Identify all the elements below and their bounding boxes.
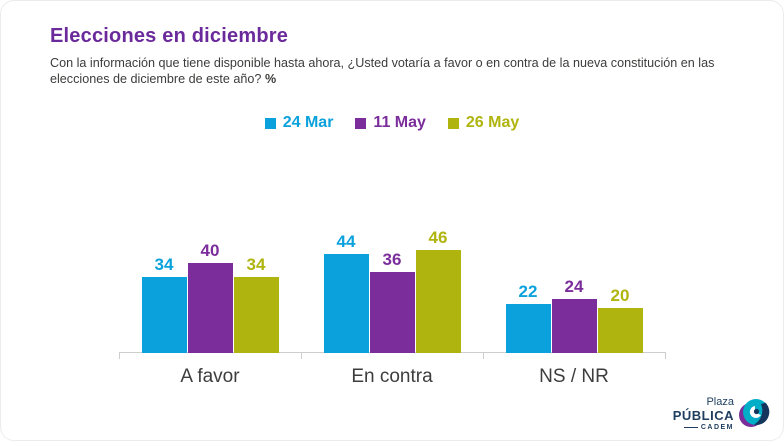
legend-label: 26 May <box>465 114 520 131</box>
legend-swatch-icon <box>264 117 276 129</box>
logo-line-publica: PÚBLICA <box>672 408 734 423</box>
logo-line-cadem: CADEM <box>673 424 734 431</box>
legend-swatch-icon <box>355 117 367 129</box>
bar-group-2: 44 36 46 <box>323 228 461 353</box>
axis-tick <box>301 353 302 359</box>
bar: 44 <box>323 232 369 353</box>
logo-text: Plaza PÚBLICA CADEM <box>672 396 734 432</box>
bar: 24 <box>551 277 597 353</box>
bar-value-label: 46 <box>428 227 448 247</box>
legend-swatch-icon <box>447 117 459 129</box>
legend-item-26-may: 26 May <box>447 114 520 132</box>
bar: 34 <box>141 255 187 353</box>
chart-legend: 24 Mar 11 May 26 May <box>1 114 783 132</box>
page-title: Elecciones en diciembre <box>50 25 289 47</box>
axis-tick <box>119 353 120 359</box>
legend-item-24-mar: 24 Mar <box>264 114 334 132</box>
bar-group-3: 22 24 20 <box>505 277 643 353</box>
category-label: A favor <box>180 366 240 387</box>
axis-tick <box>483 353 484 359</box>
bar: 36 <box>369 250 415 353</box>
bar: 22 <box>505 282 551 353</box>
chart-subtitle: Con la información que tiene disponible … <box>50 55 750 87</box>
bar-value-label: 34 <box>246 254 266 274</box>
subtitle-line1: Con la información que tiene disponible … <box>50 56 678 70</box>
logo-cadem-label: CADEM <box>700 424 734 431</box>
category-label: NS / NR <box>539 366 609 387</box>
logo-dash <box>683 427 698 428</box>
bar-value-label: 22 <box>518 281 538 301</box>
legend-label: 24 Mar <box>282 114 334 131</box>
legend-item-11-may: 11 May <box>355 114 426 132</box>
logo-line-plaza: Plaza <box>706 396 734 408</box>
category-label: En contra <box>351 366 433 387</box>
bar-value-label: 34 <box>154 254 174 274</box>
bar-group-1: 34 40 34 <box>141 241 279 353</box>
bar: 34 <box>233 255 279 353</box>
plot-area: 34 40 34 A favor 44 36 46 En contra 22 24 20 NS / N… <box>119 141 666 387</box>
bar: 46 <box>415 228 461 353</box>
bar-value-label: 20 <box>610 286 630 305</box>
bar-value-label: 40 <box>200 241 220 260</box>
bar: 40 <box>187 241 233 353</box>
plaza-publica-cadem-logo: Plaza PÚBLICA CADEM <box>673 397 771 431</box>
bar: 20 <box>597 286 643 353</box>
subtitle-line2: en las elecciones de diciembre de este a… <box>50 56 715 86</box>
subtitle-percent: % <box>264 72 277 86</box>
cadem-logo-icon <box>739 399 770 427</box>
axis-tick <box>665 353 666 359</box>
legend-label: 11 May <box>373 114 426 131</box>
bar-value-label: 36 <box>382 250 402 269</box>
bar-value-label: 44 <box>336 232 356 251</box>
bar-value-label: 24 <box>564 277 584 296</box>
